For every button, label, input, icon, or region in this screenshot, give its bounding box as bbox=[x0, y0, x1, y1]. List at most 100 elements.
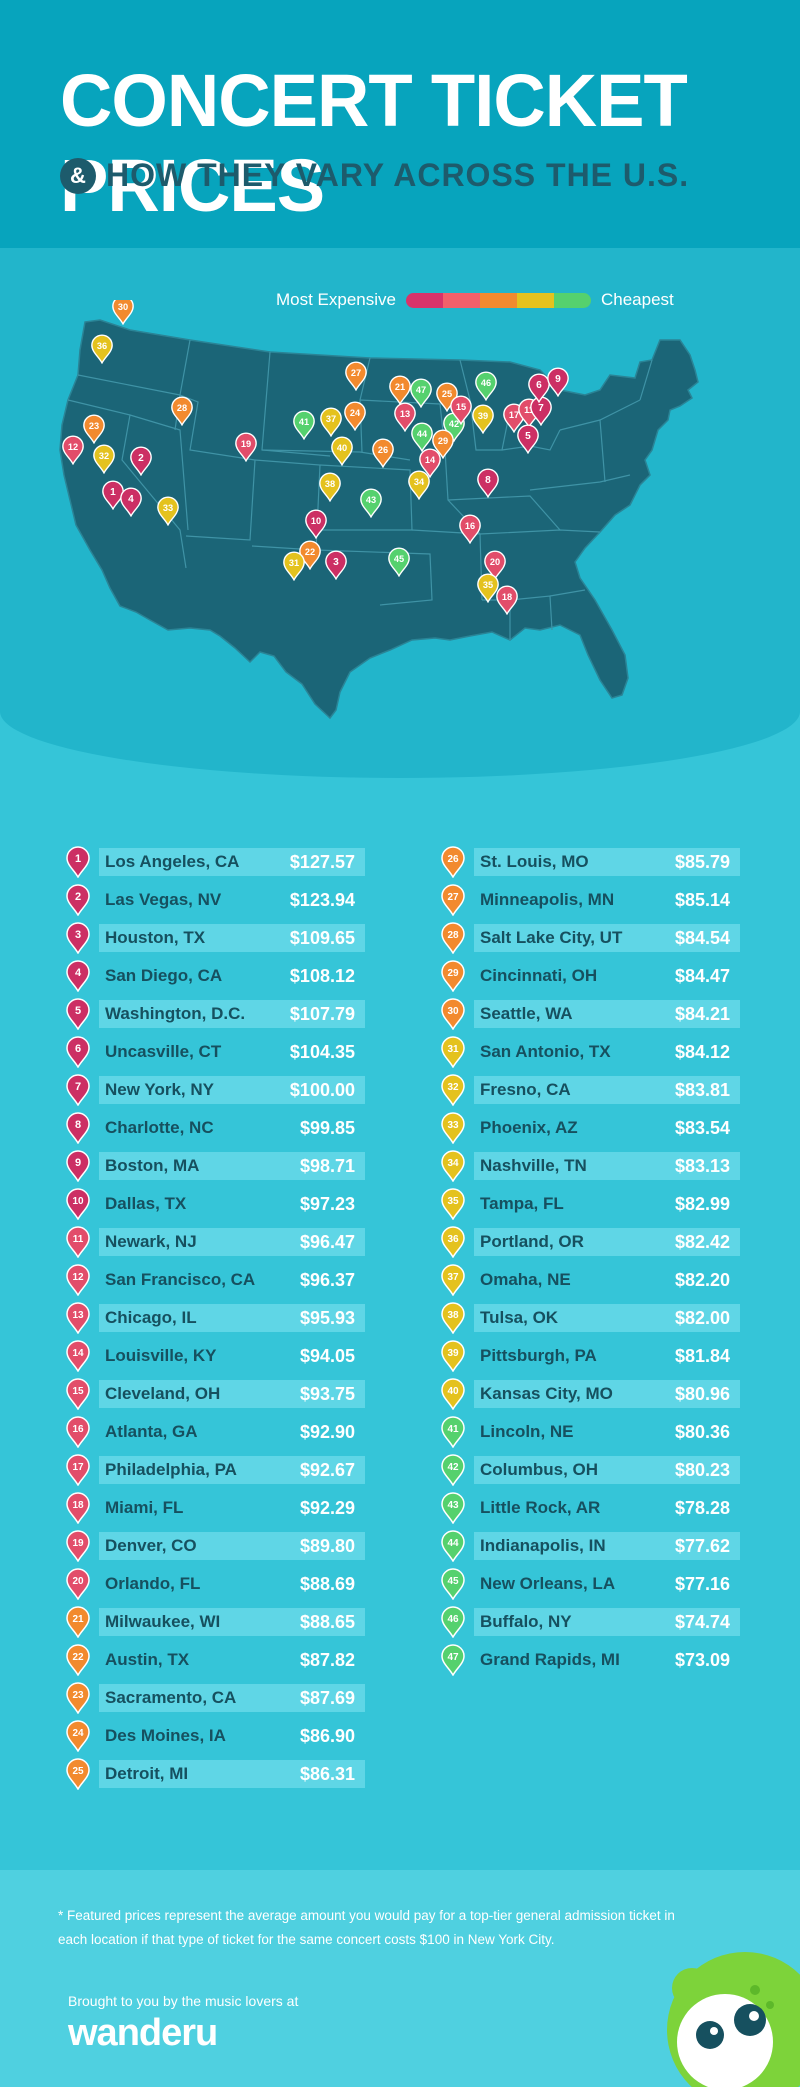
map-pin-26[interactable]: 26 bbox=[372, 438, 394, 468]
map-pin-21[interactable]: 21 bbox=[389, 375, 411, 405]
ranking-row: 30 Seattle, WA $84.21 bbox=[440, 995, 740, 1033]
city-name: Chicago, IL bbox=[105, 1308, 197, 1327]
rank-pin-icon: 29 bbox=[440, 960, 466, 993]
city-name: Denver, CO bbox=[105, 1536, 197, 1555]
state-border bbox=[459, 359, 511, 451]
city-price: $99.85 bbox=[299, 1117, 355, 1138]
map-pin-9[interactable]: 9 bbox=[547, 367, 569, 397]
map-pin-45[interactable]: 45 bbox=[388, 547, 410, 577]
svg-text:13: 13 bbox=[400, 409, 410, 419]
ranking-row: 41 Lincoln, NE $80.36 bbox=[440, 1413, 740, 1451]
map-pin-2[interactable]: 2 bbox=[130, 446, 152, 476]
map-pin-16[interactable]: 16 bbox=[459, 514, 481, 544]
ranking-row: 7 New York, NY $100.00 bbox=[65, 1071, 365, 1109]
map-pin-14[interactable]: 14 bbox=[419, 448, 441, 478]
map-pin-34[interactable]: 34 bbox=[408, 470, 430, 500]
city-price: $74.74 bbox=[674, 1611, 730, 1632]
state-border bbox=[501, 429, 561, 451]
rank-pin-icon: 5 bbox=[65, 998, 91, 1031]
svg-text:23: 23 bbox=[89, 421, 99, 431]
map-pin-35[interactable]: 35 bbox=[477, 573, 499, 603]
map-pin-33[interactable]: 33 bbox=[157, 496, 179, 526]
map-pin-41[interactable]: 41 bbox=[293, 410, 315, 440]
map-pin-4[interactable]: 4 bbox=[120, 487, 142, 517]
map-pin-37[interactable]: 37 bbox=[320, 407, 342, 437]
map-pin-40[interactable]: 40 bbox=[331, 436, 353, 466]
city-price: $87.69 bbox=[299, 1687, 355, 1708]
svg-text:21: 21 bbox=[395, 382, 405, 392]
svg-text:17: 17 bbox=[72, 1462, 84, 1473]
map-pin-46[interactable]: 46 bbox=[475, 371, 497, 401]
map-pin-24[interactable]: 24 bbox=[344, 401, 366, 431]
city-price: $84.21 bbox=[674, 1003, 730, 1024]
map-pin-47[interactable]: 47 bbox=[410, 378, 432, 408]
row-bar bbox=[99, 1076, 365, 1104]
brought-by-text: Brought to you by the music lovers at bbox=[68, 1993, 299, 2009]
ranking-row: 44 Indianapolis, IN $77.62 bbox=[440, 1527, 740, 1565]
map-pin-32[interactable]: 32 bbox=[93, 444, 115, 474]
city-name: Washington, D.C. bbox=[105, 1004, 246, 1023]
svg-text:25: 25 bbox=[442, 389, 452, 399]
city-name: San Diego, CA bbox=[105, 966, 223, 985]
state-border bbox=[549, 589, 586, 597]
state-border bbox=[315, 549, 433, 606]
row-bar bbox=[474, 1152, 740, 1180]
map-pin-36[interactable]: 36 bbox=[91, 334, 113, 364]
legend-swatch bbox=[480, 292, 517, 308]
svg-text:6: 6 bbox=[536, 380, 542, 391]
ranking-row: 25 Detroit, MI $86.31 bbox=[65, 1755, 365, 1793]
row-bar bbox=[99, 924, 365, 952]
map-pin-10[interactable]: 10 bbox=[305, 509, 327, 539]
rank-pin-icon: 33 bbox=[440, 1112, 466, 1145]
rank-pin-icon: 18 bbox=[65, 1492, 91, 1525]
map-pin-31[interactable]: 31 bbox=[283, 551, 305, 581]
city-name: Omaha, NE bbox=[480, 1270, 571, 1289]
city-name: Portland, OR bbox=[480, 1232, 584, 1251]
svg-text:4: 4 bbox=[128, 494, 134, 505]
map-pin-20[interactable]: 20 bbox=[484, 550, 506, 580]
wanderu-logo[interactable]: wanderu bbox=[68, 2012, 218, 2054]
row-bar bbox=[99, 1608, 365, 1636]
map-pin-38[interactable]: 38 bbox=[319, 472, 341, 502]
city-name: San Francisco, CA bbox=[105, 1270, 256, 1289]
map-pin-8[interactable]: 8 bbox=[477, 468, 499, 498]
svg-text:1: 1 bbox=[75, 853, 81, 865]
map-pin-29[interactable]: 29 bbox=[432, 429, 454, 459]
map-pin-15[interactable]: 15 bbox=[450, 395, 472, 425]
city-name: Phoenix, AZ bbox=[480, 1118, 578, 1137]
ranking-row: 26 St. Louis, MO $85.79 bbox=[440, 843, 740, 881]
svg-text:25: 25 bbox=[72, 1766, 84, 1777]
svg-text:39: 39 bbox=[478, 411, 488, 421]
map-pin-23[interactable]: 23 bbox=[83, 414, 105, 444]
map-pin-39[interactable]: 39 bbox=[472, 404, 494, 434]
svg-text:2: 2 bbox=[138, 453, 144, 464]
map-pin-18[interactable]: 18 bbox=[496, 585, 518, 615]
map-pin-5[interactable]: 5 bbox=[517, 424, 539, 454]
map-pin-6[interactable]: 6 bbox=[528, 373, 550, 403]
svg-text:7: 7 bbox=[75, 1081, 81, 1093]
map-pin-12[interactable]: 12 bbox=[62, 435, 84, 465]
city-price: $81.84 bbox=[674, 1345, 730, 1366]
map-pin-19[interactable]: 19 bbox=[235, 432, 257, 462]
map-pin-43[interactable]: 43 bbox=[360, 488, 382, 518]
page-title: CONCERT TICKET PRICES bbox=[60, 59, 688, 227]
svg-text:13: 13 bbox=[72, 1310, 84, 1321]
map-pin-44[interactable]: 44 bbox=[411, 422, 433, 452]
map-pin-27[interactable]: 27 bbox=[345, 361, 367, 391]
state-border bbox=[261, 449, 411, 461]
svg-text:3: 3 bbox=[75, 929, 81, 941]
svg-text:35: 35 bbox=[483, 580, 493, 590]
map-pin-3[interactable]: 3 bbox=[325, 550, 347, 580]
rank-pin-icon: 3 bbox=[65, 922, 91, 955]
city-name: Little Rock, AR bbox=[480, 1498, 601, 1517]
city-price: $108.12 bbox=[289, 965, 355, 986]
ranking-row: 47 Grand Rapids, MI $73.09 bbox=[440, 1641, 740, 1679]
city-name: Uncasville, CT bbox=[105, 1042, 222, 1061]
svg-text:9: 9 bbox=[555, 374, 561, 385]
svg-text:41: 41 bbox=[447, 1424, 459, 1435]
state-border bbox=[129, 414, 189, 531]
map-pin-13[interactable]: 13 bbox=[394, 402, 416, 432]
map-pin-28[interactable]: 28 bbox=[171, 396, 193, 426]
map-pin-30[interactable]: 30 bbox=[112, 300, 134, 325]
city-price: $82.20 bbox=[674, 1269, 730, 1290]
